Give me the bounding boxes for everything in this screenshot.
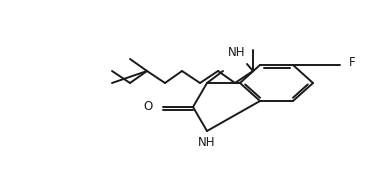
Text: O: O: [143, 101, 153, 114]
Text: NH: NH: [198, 136, 216, 149]
Text: NH: NH: [228, 45, 246, 58]
Text: F: F: [349, 56, 355, 69]
